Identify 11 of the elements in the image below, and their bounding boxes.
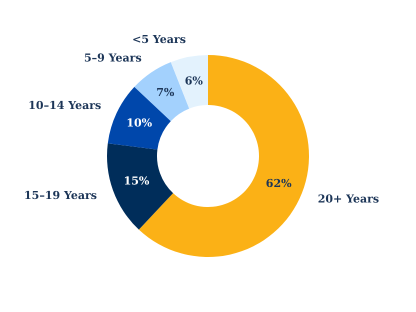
data-label: 15%	[124, 174, 150, 188]
data-label: 62%	[266, 176, 292, 190]
slice-label: 20+ Years	[318, 192, 380, 206]
slice-label: 5–9 Years	[84, 51, 142, 64]
data-label: 6%	[184, 74, 204, 88]
slice-label: 10–14 Years	[28, 98, 102, 112]
donut-slice	[107, 143, 174, 230]
slice-label: 15–19 Years	[24, 188, 97, 202]
slice-label: <5 Years	[132, 33, 186, 46]
data-label: 10%	[126, 116, 153, 130]
data-label: 7%	[156, 86, 175, 100]
